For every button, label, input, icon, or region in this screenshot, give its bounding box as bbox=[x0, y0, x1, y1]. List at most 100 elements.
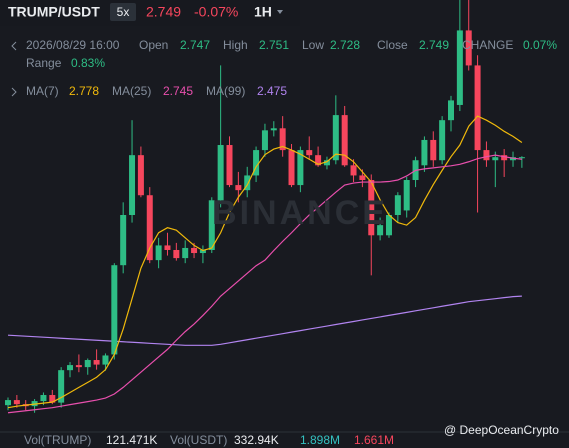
candle-body bbox=[421, 139, 428, 166]
candle-body bbox=[253, 150, 260, 176]
candle-body bbox=[492, 157, 499, 161]
candle-body bbox=[40, 395, 47, 402]
volume-label: Vol(USDT) bbox=[170, 433, 227, 447]
high-label: High bbox=[223, 38, 248, 52]
candle-body bbox=[279, 128, 286, 151]
candle-body bbox=[191, 247, 198, 254]
interval-caret[interactable] bbox=[277, 10, 283, 14]
symbol[interactable]: TRUMP/USDT bbox=[8, 4, 100, 20]
candle-time: 2026/08/29 16:00 bbox=[26, 38, 120, 52]
candle-body bbox=[199, 249, 206, 254]
candle-body bbox=[368, 180, 375, 236]
volume-label: Vol(TRUMP) bbox=[24, 433, 91, 447]
open-label: Open bbox=[139, 38, 168, 52]
candle-body bbox=[84, 360, 91, 368]
range-label: Range bbox=[26, 56, 62, 70]
candle-body bbox=[244, 175, 251, 191]
candle-body bbox=[67, 365, 74, 371]
candle-body bbox=[120, 215, 127, 266]
volume-bar-bg bbox=[0, 432, 569, 448]
ma-value: 2.745 bbox=[163, 84, 193, 98]
volume-ma: 1.898M bbox=[300, 433, 340, 447]
volume-value: 121.471K bbox=[106, 433, 157, 447]
candle-body bbox=[456, 30, 463, 105]
candle-body bbox=[111, 265, 118, 355]
candle-body bbox=[75, 365, 82, 368]
header: TRUMP/USDT 5x 2.749 -0.07% 1H 2026/08/29… bbox=[0, 0, 557, 98]
candle-body bbox=[146, 195, 153, 261]
ma-label: MA(25) bbox=[112, 84, 151, 98]
candle-body bbox=[430, 139, 437, 161]
candle-body bbox=[518, 157, 525, 159]
candle-body bbox=[13, 400, 20, 405]
leverage[interactable]: 5x bbox=[117, 5, 130, 19]
candle-body bbox=[226, 145, 233, 186]
candle-body bbox=[394, 195, 401, 215]
header-bg bbox=[0, 0, 300, 26]
ma-line bbox=[7, 154, 522, 414]
candle-body bbox=[483, 150, 490, 161]
leverage-box[interactable] bbox=[110, 3, 136, 21]
last-price: 2.749 bbox=[146, 4, 181, 20]
candle-body bbox=[323, 160, 330, 166]
ma-label: MA(99) bbox=[206, 84, 245, 98]
candle-body bbox=[155, 245, 162, 261]
ma-value: 2.475 bbox=[257, 84, 287, 98]
candle-body bbox=[341, 115, 348, 166]
candle-body bbox=[448, 100, 454, 121]
candle-body bbox=[164, 245, 171, 250]
ma-value: 2.778 bbox=[69, 84, 99, 98]
ma-line bbox=[7, 115, 523, 409]
close-value: 2.749 bbox=[419, 38, 449, 52]
candle-body bbox=[208, 200, 215, 250]
candle-body bbox=[235, 185, 242, 191]
candle-body bbox=[270, 128, 277, 131]
plot-area bbox=[5, 0, 525, 414]
close-label: Close bbox=[377, 38, 408, 52]
candle-body bbox=[350, 165, 357, 176]
watermark: BINANCE bbox=[212, 194, 388, 232]
candle-body bbox=[377, 225, 384, 236]
candle-body bbox=[129, 155, 136, 215]
ma-label: MA(7) bbox=[26, 84, 59, 98]
credit: @ DeepOceanCrypto bbox=[444, 423, 559, 437]
change-value: 0.07% bbox=[523, 38, 557, 52]
candle-body bbox=[49, 395, 56, 403]
candle-body bbox=[332, 115, 339, 161]
candle-body bbox=[439, 120, 446, 161]
candle-body bbox=[306, 150, 313, 156]
collapse-icon[interactable] bbox=[11, 41, 17, 51]
candle-body bbox=[359, 175, 366, 181]
high-value: 2.751 bbox=[259, 38, 289, 52]
ma-line bbox=[7, 295, 522, 346]
candle-body bbox=[465, 30, 472, 66]
volume-value: 332.94K bbox=[234, 433, 279, 447]
candle-body bbox=[102, 355, 109, 365]
candle-body bbox=[5, 400, 11, 406]
ma-collapse-icon[interactable] bbox=[11, 87, 17, 97]
low-label: Low bbox=[302, 38, 324, 52]
candle-body bbox=[137, 155, 144, 196]
candle-body bbox=[58, 370, 65, 403]
candle-body bbox=[501, 155, 508, 161]
open-value: 2.747 bbox=[180, 38, 210, 52]
candle-body bbox=[93, 360, 100, 365]
candle-body bbox=[297, 150, 304, 186]
range-value: 0.83% bbox=[71, 56, 105, 70]
price-change: -0.07% bbox=[194, 4, 238, 20]
interval[interactable]: 1H bbox=[254, 4, 272, 20]
candle-body bbox=[385, 215, 392, 236]
candle-body bbox=[261, 130, 268, 151]
candle-body bbox=[182, 247, 189, 259]
candle-body bbox=[217, 145, 224, 201]
volume-ma: 1.661M bbox=[354, 433, 394, 447]
change-label: CHANGE bbox=[462, 38, 513, 52]
candle-body bbox=[403, 180, 410, 211]
candle-body bbox=[315, 155, 322, 166]
candle-body bbox=[173, 249, 180, 259]
candle-body bbox=[288, 150, 295, 186]
low-value: 2.728 bbox=[330, 38, 360, 52]
candle-body bbox=[474, 65, 481, 151]
